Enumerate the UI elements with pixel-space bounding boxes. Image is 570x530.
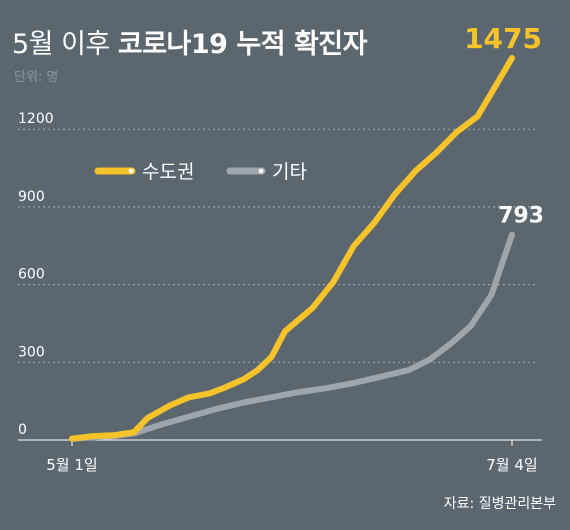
- y-tick-label: 900: [18, 189, 45, 205]
- legend-dot-other: [258, 168, 264, 174]
- end-label-other: 793: [498, 204, 544, 229]
- x-tick-label: 5월 1일: [46, 456, 97, 474]
- unit-label: 단위: 명: [14, 70, 59, 85]
- y-tick-label: 1200: [18, 111, 54, 127]
- end-label-capital: 1475: [464, 22, 542, 55]
- x-tick-label: 7월 4일: [486, 456, 537, 474]
- legend-label-capital: 수도권: [142, 161, 194, 183]
- y-tick-label: 600: [18, 267, 45, 283]
- chart-title-light: 5월 이후: [12, 29, 110, 60]
- legend-dot-capital: [128, 168, 134, 174]
- chart-title: 5월 이후 코로나19 누적 확진자: [12, 22, 367, 61]
- source-label: 자료: 질병관리본부: [443, 496, 556, 512]
- y-tick-label: 0: [18, 422, 27, 438]
- chart-title-bold: 코로나19 누적 확진자: [117, 29, 368, 60]
- series-line-capital: [69, 55, 515, 442]
- legend-label-other: 기타: [272, 161, 307, 183]
- y-tick-label: 300: [18, 344, 45, 360]
- series-line-other: [69, 231, 515, 442]
